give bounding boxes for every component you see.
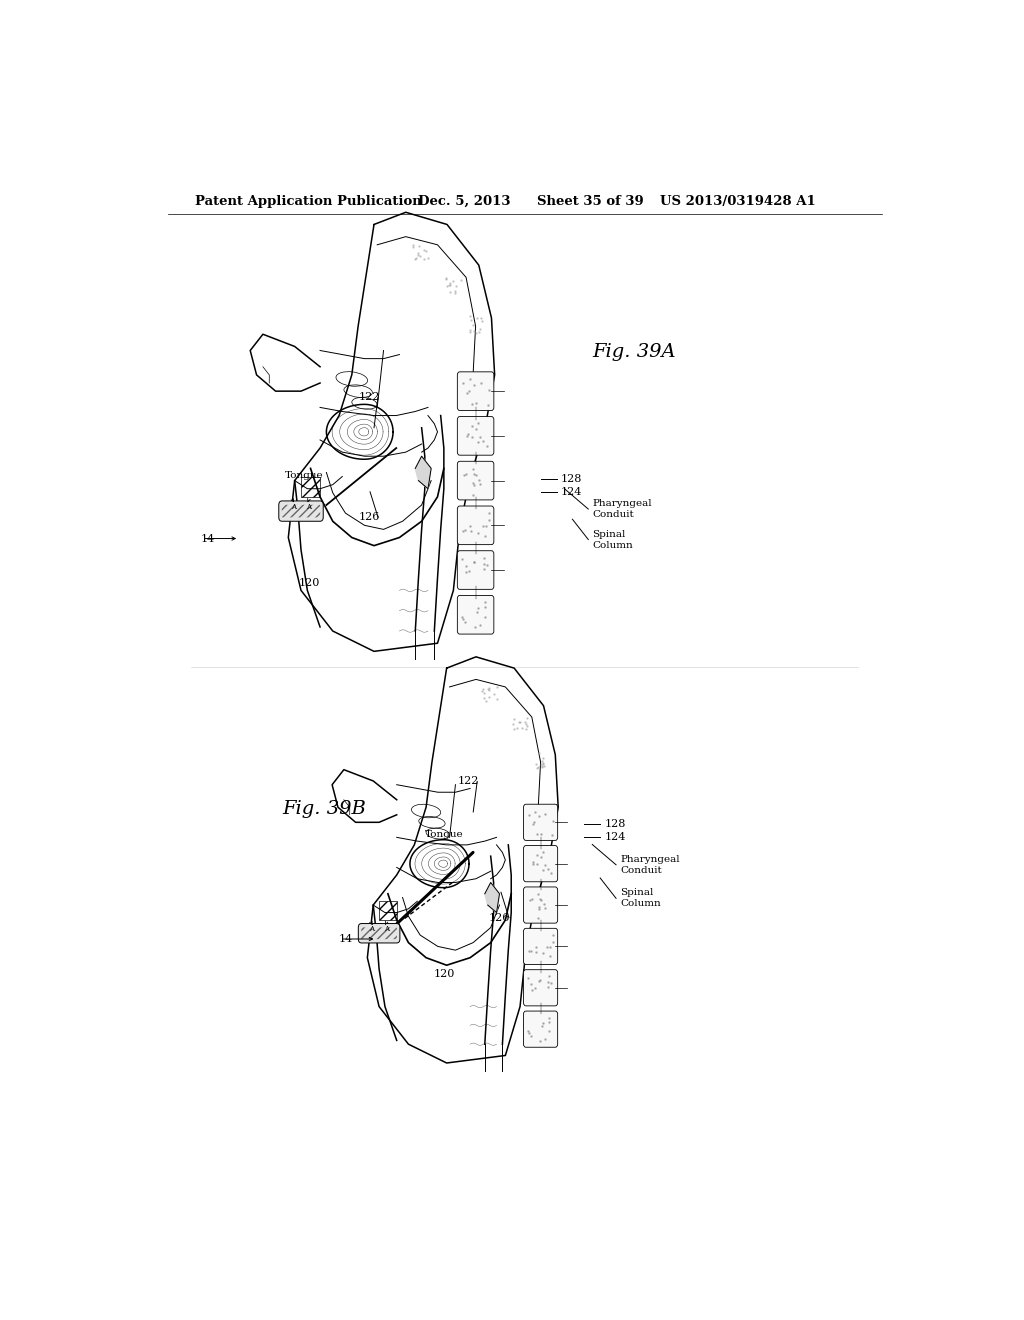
- Text: 122: 122: [358, 392, 380, 403]
- Text: 122: 122: [458, 776, 478, 787]
- Text: 128: 128: [560, 474, 582, 483]
- Text: A: A: [370, 925, 374, 933]
- Text: 124: 124: [560, 487, 582, 496]
- Text: A: A: [384, 925, 389, 933]
- FancyBboxPatch shape: [523, 846, 558, 882]
- Text: 124: 124: [604, 833, 626, 842]
- Text: 120: 120: [299, 578, 319, 589]
- Text: 128: 128: [604, 820, 626, 829]
- FancyBboxPatch shape: [458, 506, 494, 545]
- FancyBboxPatch shape: [458, 595, 494, 634]
- FancyBboxPatch shape: [458, 550, 494, 589]
- Polygon shape: [484, 883, 500, 912]
- Text: Pharyngeal
Conduit: Pharyngeal Conduit: [620, 855, 680, 875]
- Text: Tongue: Tongue: [285, 471, 324, 480]
- Text: A: A: [291, 503, 296, 511]
- FancyBboxPatch shape: [523, 887, 558, 923]
- Text: Spinal
Column: Spinal Column: [620, 888, 660, 908]
- Text: 120: 120: [433, 969, 455, 978]
- Text: Sheet 35 of 39: Sheet 35 of 39: [537, 194, 643, 207]
- Text: 14: 14: [201, 533, 215, 544]
- Text: Pharyngeal
Conduit: Pharyngeal Conduit: [592, 499, 652, 519]
- FancyBboxPatch shape: [279, 500, 324, 521]
- FancyBboxPatch shape: [523, 970, 558, 1006]
- FancyBboxPatch shape: [523, 928, 558, 965]
- Text: Tongue: Tongue: [425, 830, 463, 838]
- FancyBboxPatch shape: [523, 1011, 558, 1047]
- Text: Dec. 5, 2013: Dec. 5, 2013: [418, 194, 510, 207]
- Polygon shape: [416, 457, 431, 488]
- Text: 126: 126: [489, 912, 510, 923]
- Text: Spinal
Column: Spinal Column: [592, 529, 633, 549]
- Text: Patent Application Publication: Patent Application Publication: [196, 194, 422, 207]
- Text: 14: 14: [338, 935, 352, 944]
- Text: US 2013/0319428 A1: US 2013/0319428 A1: [659, 194, 815, 207]
- FancyBboxPatch shape: [458, 417, 494, 455]
- FancyBboxPatch shape: [458, 372, 494, 411]
- FancyBboxPatch shape: [523, 804, 558, 841]
- FancyBboxPatch shape: [358, 924, 400, 942]
- Text: Fig. 39A: Fig. 39A: [592, 342, 676, 360]
- FancyBboxPatch shape: [458, 461, 494, 500]
- Text: Fig. 39B: Fig. 39B: [283, 800, 367, 818]
- Text: A: A: [306, 503, 311, 511]
- Text: 126: 126: [358, 512, 380, 523]
